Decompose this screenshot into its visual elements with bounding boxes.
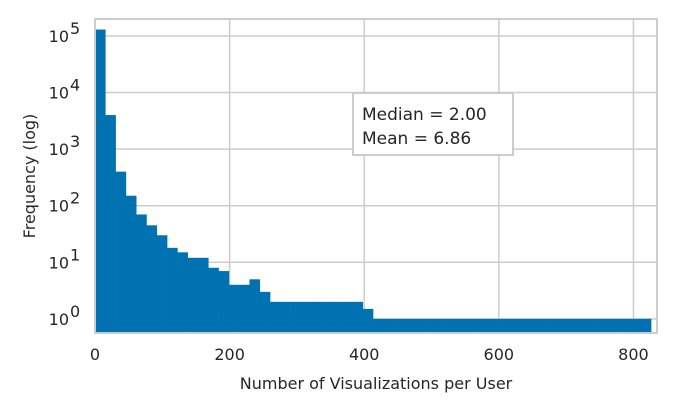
histogram-bar xyxy=(146,225,158,333)
histogram-bar xyxy=(249,279,261,333)
y-tick-base: 10 xyxy=(49,84,69,103)
histogram-bar xyxy=(517,318,528,333)
histogram-bar xyxy=(95,29,106,333)
histogram-bar xyxy=(548,318,559,333)
y-tick-base: 10 xyxy=(49,253,69,272)
histogram-bar xyxy=(414,318,425,333)
y-tick-base: 10 xyxy=(49,27,69,46)
histogram-bar xyxy=(434,318,446,333)
histogram-bar xyxy=(599,318,611,333)
histogram-bar xyxy=(218,271,230,333)
y-tick-exponent: 3 xyxy=(70,132,80,151)
histogram-bar xyxy=(270,301,281,333)
histogram-bar xyxy=(445,318,456,333)
histogram-bar xyxy=(115,171,127,333)
histogram-bar xyxy=(197,257,209,333)
histogram-bars xyxy=(95,29,652,333)
x-tick-label: 0 xyxy=(90,345,100,364)
y-tick-label: 10 4 xyxy=(49,76,81,103)
histogram-bar xyxy=(383,318,394,333)
histogram-bar xyxy=(537,318,549,333)
histogram-bar xyxy=(465,318,477,333)
histogram-bar xyxy=(311,301,322,333)
histogram-bar xyxy=(486,318,497,333)
histogram-bar xyxy=(568,318,580,333)
histogram-bar xyxy=(609,318,621,333)
histogram-bar xyxy=(136,214,147,333)
histogram-bar xyxy=(373,318,384,333)
histogram-bar xyxy=(342,301,353,333)
histogram-bar xyxy=(620,318,631,333)
histogram-bar xyxy=(476,318,487,333)
histogram-bar xyxy=(156,235,168,333)
stats-annotation: Median = 2.00 Mean = 6.86 xyxy=(352,92,514,156)
x-axis-ticks: 0 200 400 600 800 xyxy=(90,345,649,364)
histogram-bar xyxy=(455,318,467,333)
x-axis-title: Number of Visualizations per User xyxy=(240,374,513,393)
histogram-bar xyxy=(424,318,436,333)
y-tick-exponent: 5 xyxy=(70,19,80,38)
histogram-bar xyxy=(300,301,312,333)
y-tick-exponent: 0 xyxy=(70,302,80,321)
histogram-bar xyxy=(527,318,539,333)
histogram-bar xyxy=(496,318,508,333)
y-tick-label: 10 3 xyxy=(49,132,81,159)
mean-label: Mean = 6.86 xyxy=(362,129,471,149)
y-axis-title: Frequency (log) xyxy=(20,114,39,239)
histogram-bar xyxy=(362,308,374,333)
histogram-bar xyxy=(506,318,518,333)
histogram-bar xyxy=(640,318,652,333)
y-tick-label: 10 0 xyxy=(49,302,81,329)
median-label: Median = 2.00 xyxy=(362,105,487,125)
histogram-bar xyxy=(558,318,569,333)
histogram-bar xyxy=(228,284,240,333)
histogram-bar xyxy=(177,252,188,333)
y-tick-base: 10 xyxy=(49,197,69,216)
y-tick-exponent: 4 xyxy=(70,76,80,95)
plot-frame xyxy=(94,18,658,334)
histogram-bar xyxy=(321,301,333,333)
histogram-bar xyxy=(167,247,178,333)
histogram-bar xyxy=(589,318,600,333)
y-tick-base: 10 xyxy=(49,140,69,159)
x-tick-label: 400 xyxy=(349,345,380,364)
histogram-bar xyxy=(578,318,590,333)
histogram-bar xyxy=(352,301,364,333)
histogram-bar xyxy=(259,291,271,333)
y-tick-label: 10 2 xyxy=(49,189,81,216)
y-tick-label: 10 1 xyxy=(49,245,81,272)
x-tick-label: 600 xyxy=(484,345,515,364)
y-tick-base: 10 xyxy=(49,310,69,329)
x-tick-label: 800 xyxy=(618,345,649,364)
x-tick-label: 200 xyxy=(214,345,245,364)
histogram-bar xyxy=(290,301,302,333)
histogram-bar xyxy=(403,318,415,333)
y-tick-exponent: 2 xyxy=(70,189,80,208)
histogram-bar xyxy=(187,257,199,333)
histogram-bar xyxy=(105,115,116,333)
y-tick-exponent: 1 xyxy=(70,245,80,264)
histogram-bar xyxy=(331,301,343,333)
histogram-bar xyxy=(630,318,642,333)
histogram-bar xyxy=(239,284,250,333)
y-tick-label: 10 5 xyxy=(49,19,81,46)
histogram-bar xyxy=(125,195,137,333)
histogram-bar xyxy=(208,267,219,333)
histogram-bar xyxy=(393,318,405,333)
stats-annotation-box xyxy=(352,92,514,156)
histogram-bar xyxy=(280,301,291,333)
